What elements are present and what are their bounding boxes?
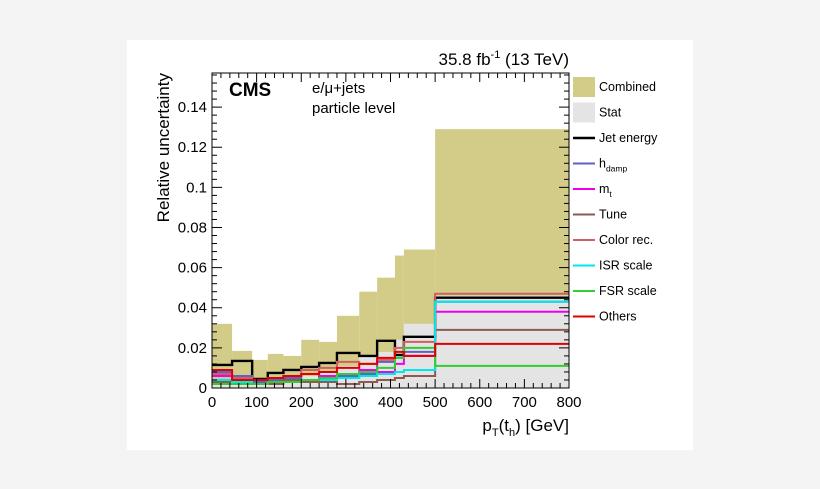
stat-bar	[232, 381, 253, 388]
legend-swatch-combined	[573, 77, 595, 97]
x-tick-label: 800	[556, 394, 581, 411]
y-tick-label: 0.12	[178, 139, 207, 156]
legend-label-jet-energy: Jet energy	[599, 131, 658, 145]
legend-label-m: mt	[599, 182, 612, 199]
legend-label-color-rec: Color rec.	[599, 233, 653, 247]
x-tick-label: 0	[208, 394, 216, 411]
x-tick-label: 200	[289, 394, 314, 411]
legend-label-combined: Combined	[599, 80, 656, 94]
legend-swatch-stat	[573, 102, 595, 123]
stat-bar	[212, 381, 233, 388]
x-tick-label: 700	[512, 394, 537, 411]
legend-label-tune: Tune	[599, 208, 627, 222]
y-tick-label: 0.06	[178, 260, 207, 277]
legend: Combined Stat Jet energy hdamp mt Tune Color r…	[573, 77, 658, 324]
y-tick-label: 0.1	[186, 179, 207, 196]
y-tick-label: 0	[199, 380, 207, 397]
combined-bar	[394, 255, 404, 388]
axes-layer: 0 100 200 300 400 500 600 700 800 0 0.02 0.04 0.06 0.…	[178, 72, 582, 411]
legend-label-stat: Stat	[599, 106, 622, 120]
stat-bar	[283, 377, 302, 388]
channel-label: e/μ+jets	[312, 80, 365, 97]
series-lines-layer	[212, 292, 569, 385]
level-label: particle level	[312, 100, 395, 117]
x-tick-label: 100	[244, 394, 269, 411]
y-axis-title: Relative uncertainty	[154, 73, 173, 223]
stat-bar	[377, 351, 395, 388]
stat-bar	[336, 365, 360, 388]
y-tick-label: 0.08	[178, 219, 207, 236]
cms-label: CMS	[229, 80, 271, 101]
series-line-jet-energy	[212, 296, 569, 381]
series-line-others	[212, 342, 569, 381]
x-tick-label: 500	[423, 394, 448, 411]
x-tick-label: 300	[333, 394, 358, 411]
x-tick-label: 600	[467, 394, 492, 411]
filled-bands-layer	[212, 129, 569, 388]
uncertainty-chart: 0 100 200 300 400 500 600 700 800 0 0.02 0.04 0.06 0.…	[154, 49, 658, 439]
legend-label-fsr-scale: FSR scale	[599, 284, 657, 298]
stat-bar	[435, 295, 569, 388]
x-axis-title: pT(th) [GeV]	[482, 416, 569, 439]
y-tick-label: 0.02	[178, 340, 207, 357]
chart-figure: 0 100 200 300 400 500 600 700 800 0 0.02 0.04 0.06 0.…	[127, 40, 693, 450]
y-tick-label: 0.14	[178, 99, 207, 116]
legend-label-isr-scale: ISR scale	[599, 259, 653, 273]
x-tick-label: 400	[378, 394, 403, 411]
legend-label-h: hdamp	[599, 157, 627, 174]
luminosity-label: 35.8 fb-1 (13 TeV)	[439, 49, 569, 69]
y-tick-label: 0.04	[178, 300, 207, 317]
legend-label-others: Others	[599, 310, 637, 324]
